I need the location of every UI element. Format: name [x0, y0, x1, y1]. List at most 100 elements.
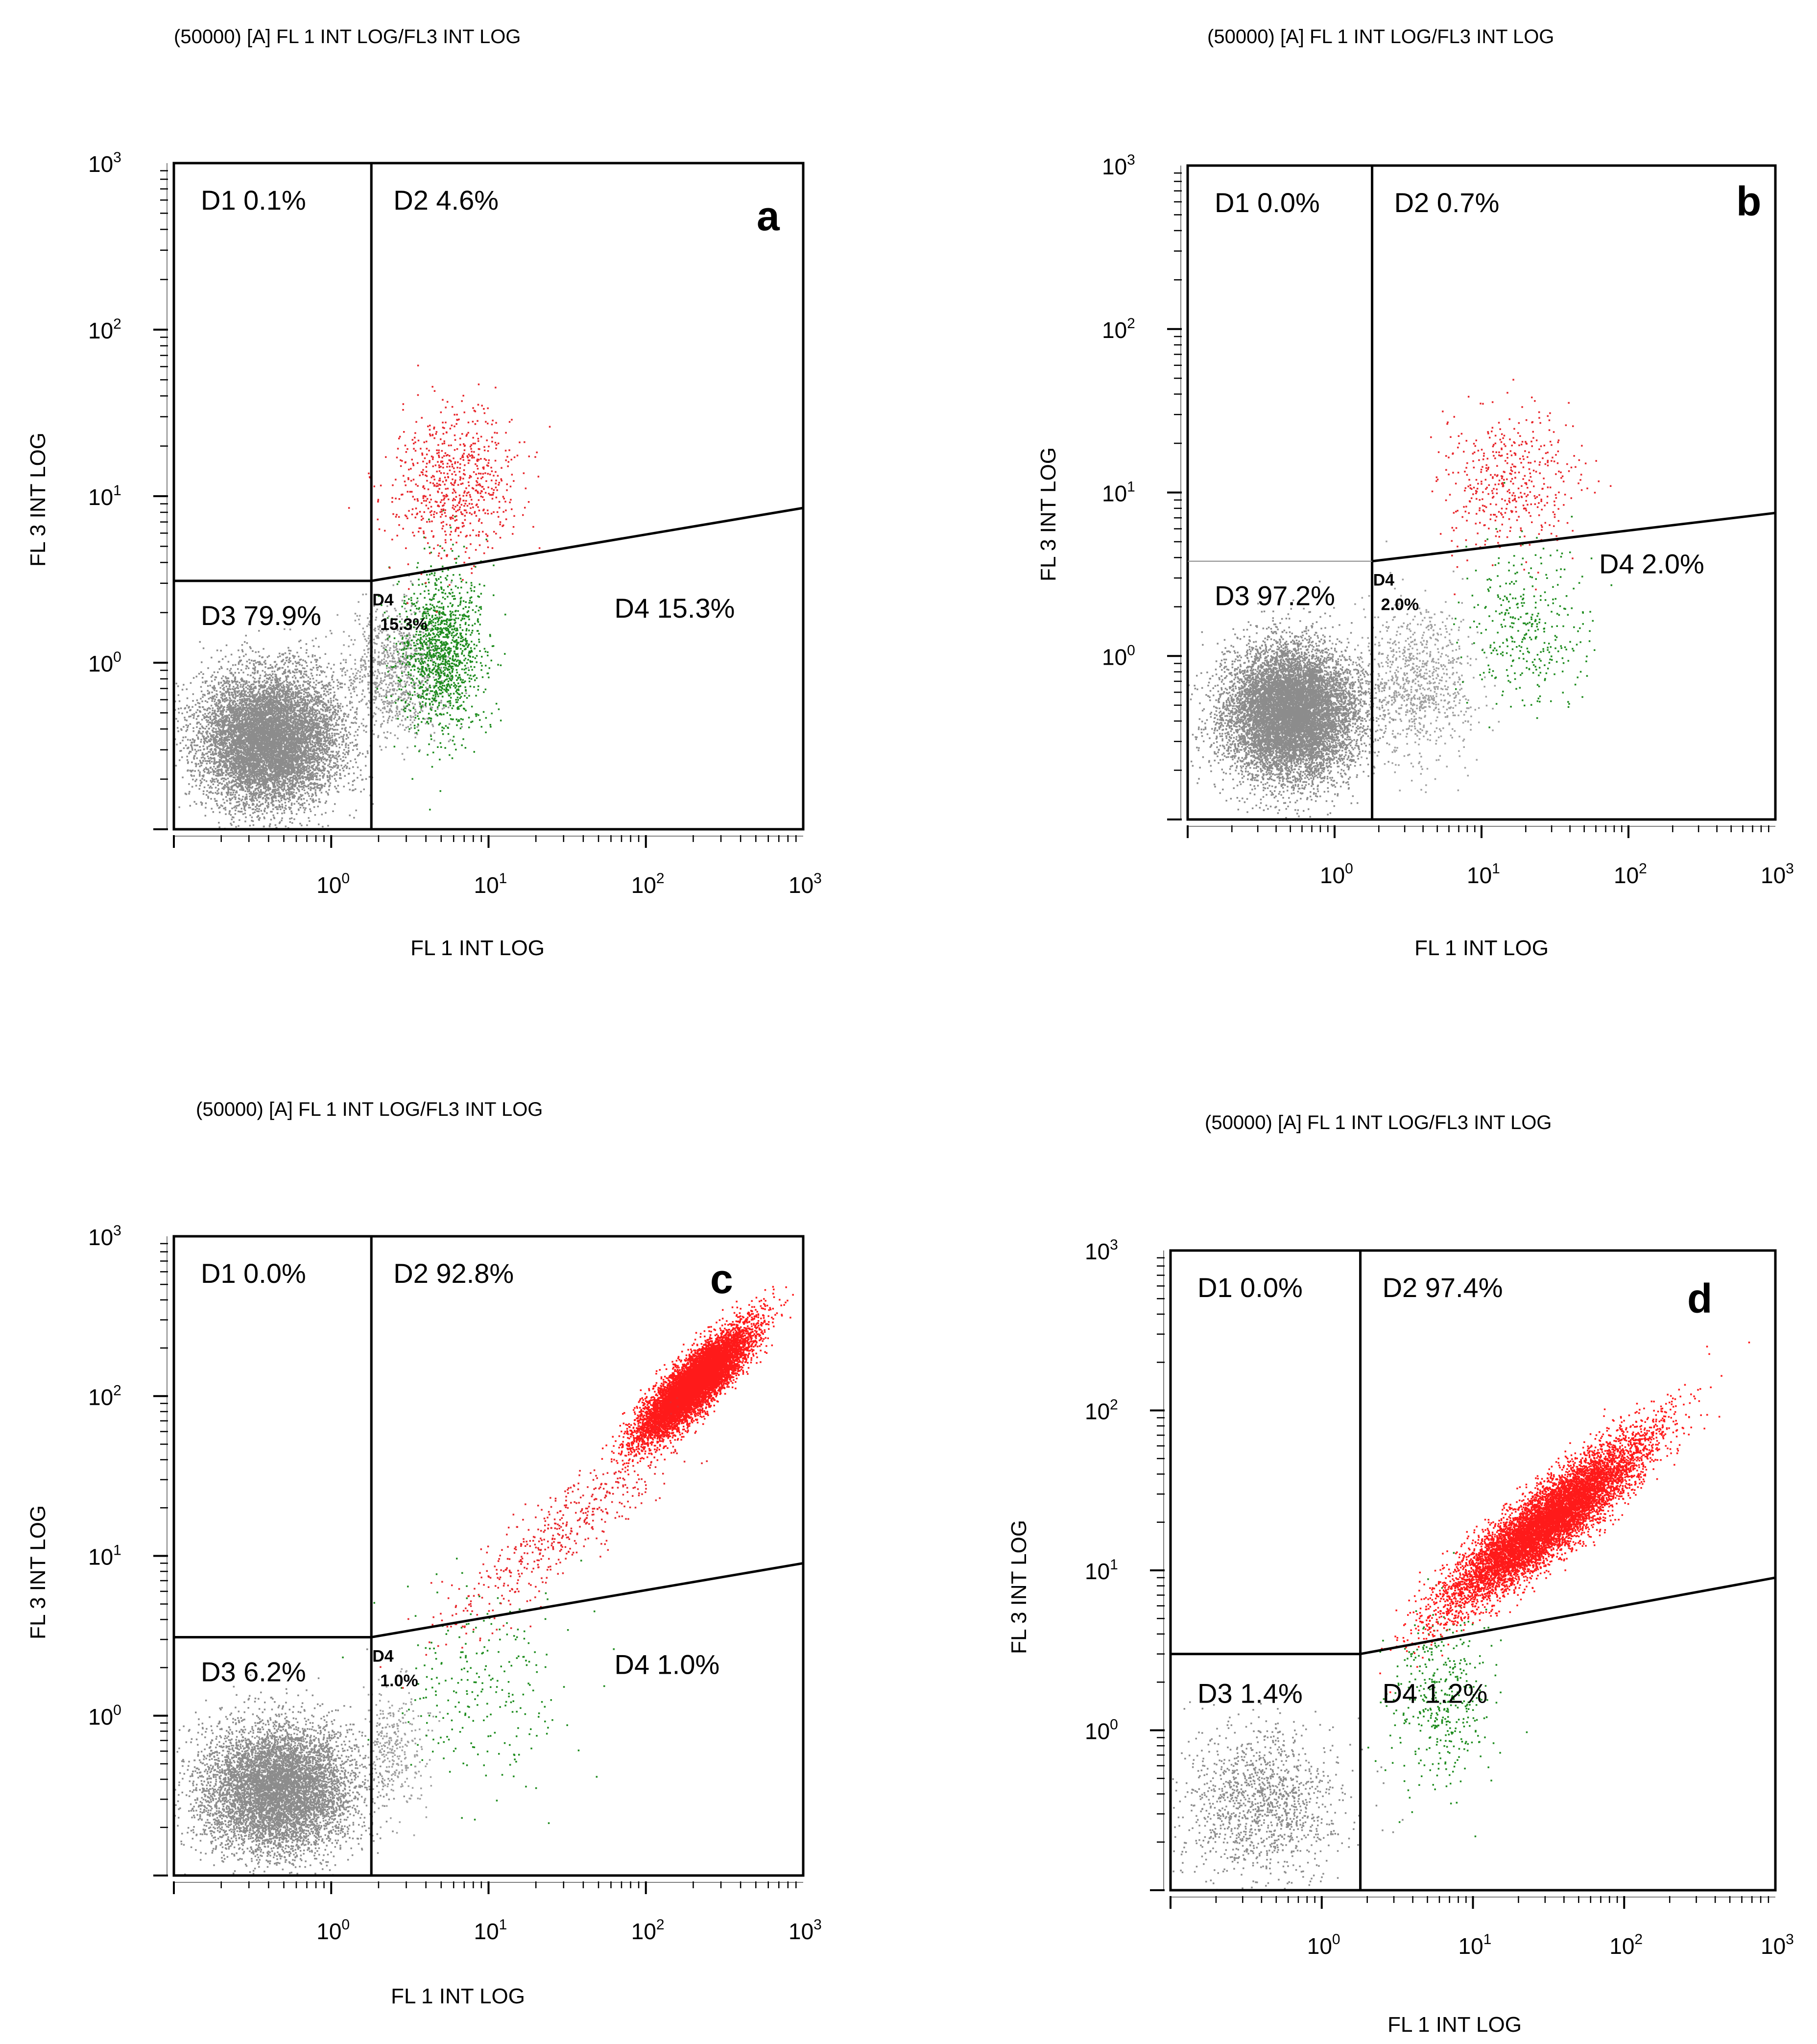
panel-title: (50000) [A] FL 1 INT LOG/FL3 INT LOG — [174, 26, 521, 48]
x-tick-label: 101 — [474, 870, 507, 898]
quadrant-label-d2: D2 4.6% — [393, 185, 499, 216]
scatter-points — [1188, 379, 1612, 819]
gate-label-d4-percent: 1.0% — [380, 1671, 418, 1690]
x-axis-label: FL 1 INT LOG — [1387, 2013, 1522, 2037]
y-tick-label: 101 — [88, 1542, 121, 1570]
population-d3-tail — [355, 1668, 441, 1836]
population-d2 — [1379, 1342, 1750, 1693]
quadrant-label-d2: D2 0.7% — [1394, 187, 1500, 218]
quadrant-label-d3: D3 1.4% — [1197, 1678, 1303, 1709]
scatter-points — [174, 364, 551, 829]
panel-title: (50000) [A] FL 1 INT LOG/FL3 INT LOG — [196, 1099, 543, 1120]
x-tick-label: 103 — [789, 1917, 822, 1944]
panel-letter: b — [1736, 178, 1761, 224]
quadrant-label-d3: D3 6.2% — [201, 1656, 306, 1687]
point-cloud-d3 — [1188, 580, 1421, 819]
gate-diagonal[interactable] — [371, 1562, 804, 1638]
quadrant-label-d1: D1 0.0% — [1197, 1272, 1303, 1303]
population-d4 — [1453, 482, 1612, 728]
quadrant-label-d1: D1 0.1% — [201, 185, 306, 216]
x-tick-label: 100 — [1307, 1931, 1340, 1959]
x-tick-label: 100 — [316, 1917, 350, 1944]
population-d3 — [1172, 1692, 1404, 1890]
population-d3 — [174, 616, 391, 829]
gate-label-d4: D4 — [1373, 571, 1395, 590]
panel-a: (50000) [A] FL 1 INT LOG/FL3 INT LOG 100 1… — [26, 26, 822, 960]
point-cloud-d4 — [1367, 1552, 1528, 1837]
x-axis-label: FL 1 INT LOG — [410, 936, 545, 960]
quadrant-label-d4: D4 1.2% — [1383, 1678, 1488, 1709]
point-cloud-d3-tail — [1326, 540, 1500, 794]
y-tick-label: 102 — [88, 1382, 121, 1410]
point-cloud-d3-tail — [311, 575, 469, 776]
quadrant-label-d4: D4 15.3% — [615, 593, 735, 624]
x-tick-label: 102 — [1609, 1931, 1643, 1959]
y-axis-label: FL 3 INT LOG — [26, 433, 50, 567]
quadrant-label-d4: D4 2.0% — [1599, 549, 1704, 579]
panel-title: (50000) [A] FL 1 INT LOG/FL3 INT LOG — [1205, 1112, 1552, 1133]
panel-d: (50000) [A] FL 1 INT LOG/FL3 INT LOG 100 1… — [1007, 1112, 1794, 2037]
plot-frame — [1186, 164, 1777, 821]
y-axis-label: FL 3 INT LOG — [1007, 1520, 1031, 1654]
x-tick-label: 100 — [316, 870, 350, 898]
population-d2 — [348, 364, 551, 613]
population-d2 — [1430, 379, 1612, 596]
plot-frame — [1169, 1249, 1777, 1892]
y-tick-label: 101 — [1085, 1557, 1118, 1584]
quadrant-label-d1: D1 0.0% — [201, 1258, 306, 1289]
panel-letter: c — [710, 1256, 733, 1302]
x-tick-label: 102 — [631, 1917, 665, 1944]
panel-letter: a — [757, 193, 780, 239]
gate-diagonal[interactable] — [1372, 511, 1776, 563]
gate-label-d4-percent: 2.0% — [1381, 596, 1419, 614]
scatter-points — [1172, 1342, 1750, 1890]
y-tick-label: 102 — [88, 316, 121, 343]
y-tick-label: 102 — [1085, 1397, 1118, 1424]
point-cloud-d3 — [174, 616, 391, 829]
y-tick-label: 100 — [88, 1702, 121, 1730]
gate-label-d4: D4 — [372, 591, 394, 609]
y-tick-label: 102 — [1102, 315, 1135, 343]
panel-b: (50000) [A] FL 1 INT LOG/FL3 INT LOG 100 1… — [1036, 26, 1794, 960]
x-tick-label: 102 — [1614, 861, 1647, 888]
x-tick-label: 101 — [474, 1917, 507, 1944]
gate-label-d4: D4 — [372, 1647, 394, 1665]
point-cloud-d2-trail — [380, 1371, 748, 1689]
gate-diagonal[interactable] — [1360, 1576, 1776, 1656]
point-cloud-d3 — [174, 1648, 405, 1876]
point-cloud-d4 — [1453, 482, 1612, 728]
quadrant-label-d2: D2 97.4% — [1383, 1272, 1503, 1303]
x-tick-label: 103 — [789, 870, 822, 898]
panel-c: (50000) [A] FL 1 INT LOG/FL3 INT LOG 100 1… — [26, 1099, 822, 2008]
y-axis-label: FL 3 INT LOG — [1036, 447, 1060, 581]
x-tick-label: 101 — [1467, 861, 1500, 888]
point-cloud-d3 — [1172, 1692, 1404, 1890]
point-cloud-d2 — [1430, 379, 1612, 596]
scatter-points — [174, 1286, 794, 1876]
y-tick-label: 103 — [88, 1223, 121, 1250]
y-tick-label: 101 — [88, 482, 121, 510]
y-tick-label: 103 — [1085, 1237, 1118, 1264]
y-tick-label: 100 — [88, 649, 121, 676]
point-cloud-d3-tail — [355, 1668, 441, 1836]
y-tick-label: 101 — [1102, 479, 1135, 506]
quadrant-label-d2: D2 92.8% — [393, 1258, 514, 1289]
point-cloud-d2 — [1379, 1342, 1750, 1693]
population-d3 — [174, 1648, 405, 1876]
population-d2 — [600, 1286, 794, 1485]
population-d3-tail — [1326, 540, 1500, 794]
y-tick-label: 100 — [1102, 642, 1135, 670]
quadrant-label-d1: D1 0.0% — [1215, 187, 1320, 218]
population-d4 — [370, 509, 506, 811]
gate-label-d4-percent: 15.3% — [380, 615, 427, 634]
quadrant-label-d3: D3 79.9% — [201, 600, 321, 631]
panel-title: (50000) [A] FL 1 INT LOG/FL3 INT LOG — [1207, 26, 1554, 48]
population-d3-tail — [311, 575, 469, 776]
point-cloud-d2 — [348, 364, 551, 613]
plot-frame — [172, 1235, 805, 1877]
y-tick-label: 100 — [1085, 1717, 1118, 1744]
gate-diagonal[interactable] — [371, 506, 804, 582]
y-tick-label: 103 — [88, 149, 121, 177]
y-tick-label: 103 — [1102, 152, 1135, 179]
